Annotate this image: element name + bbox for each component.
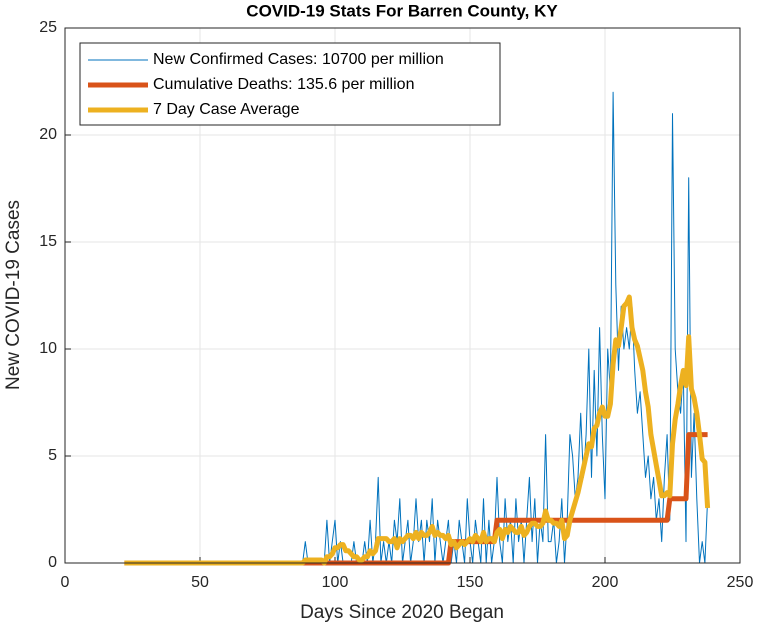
legend-box [79,42,501,126]
x-tick-label: 200 [592,574,619,591]
x-tick-label: 50 [191,574,209,591]
y-tick-label: 10 [39,340,57,357]
legend-label: 7 Day Case Average [153,101,300,118]
x-tick-label: 250 [727,574,754,591]
x-tick-label: 150 [457,574,484,591]
x-tick-label: 0 [61,574,70,591]
y-tick-label: 20 [39,126,57,143]
y-tick-label: 5 [48,447,57,464]
axes-box [64,27,741,564]
y-tick-label: 0 [48,554,57,571]
y-tick-label: 15 [39,233,57,250]
x-axis-label: Days Since 2020 Began [300,602,504,623]
chart-title: COVID-19 Stats For Barren County, KY [246,1,558,20]
y-axis-label: New COVID-19 Cases [3,200,24,390]
legend-label: New Confirmed Cases: 10700 per million [153,51,444,68]
x-tick-label: 100 [322,574,349,591]
y-tick-label: 25 [39,19,57,36]
legend-label: Cumulative Deaths: 135.6 per million [153,76,414,93]
